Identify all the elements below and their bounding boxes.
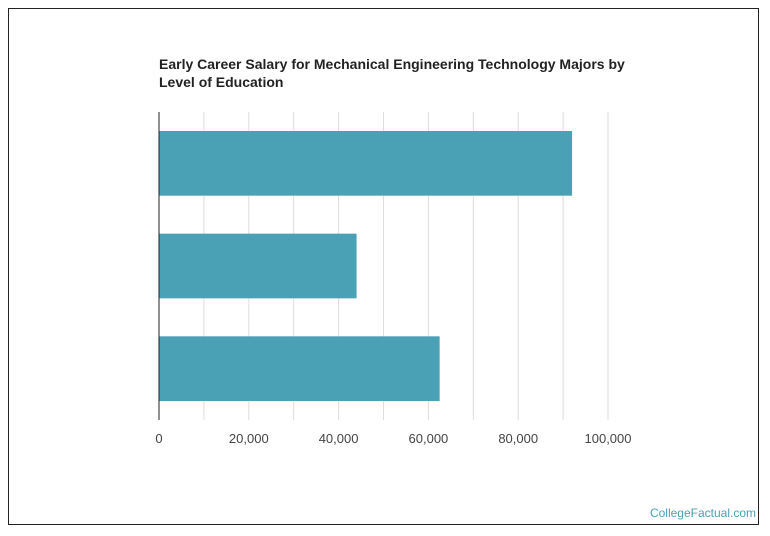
- source-watermark[interactable]: CollegeFactual.com: [649, 506, 756, 520]
- x-tick-label: 80,000: [498, 431, 538, 446]
- x-tick-label: 40,000: [319, 431, 359, 446]
- x-tick-label: 0: [155, 431, 162, 446]
- x-tick-label: 20,000: [229, 431, 269, 446]
- bar-3[interactable]: [159, 336, 440, 402]
- bar-1[interactable]: [159, 130, 573, 196]
- chart-title: Early Career Salary for Mechanical Engin…: [159, 56, 625, 90]
- x-tick-labels: 0 20,000 40,000 60,000 80,000 100,000: [155, 431, 631, 446]
- bars: [159, 130, 573, 402]
- x-tick-label: 100,000: [585, 431, 632, 446]
- x-tick-label: 60,000: [409, 431, 449, 446]
- bar-2[interactable]: [159, 233, 357, 299]
